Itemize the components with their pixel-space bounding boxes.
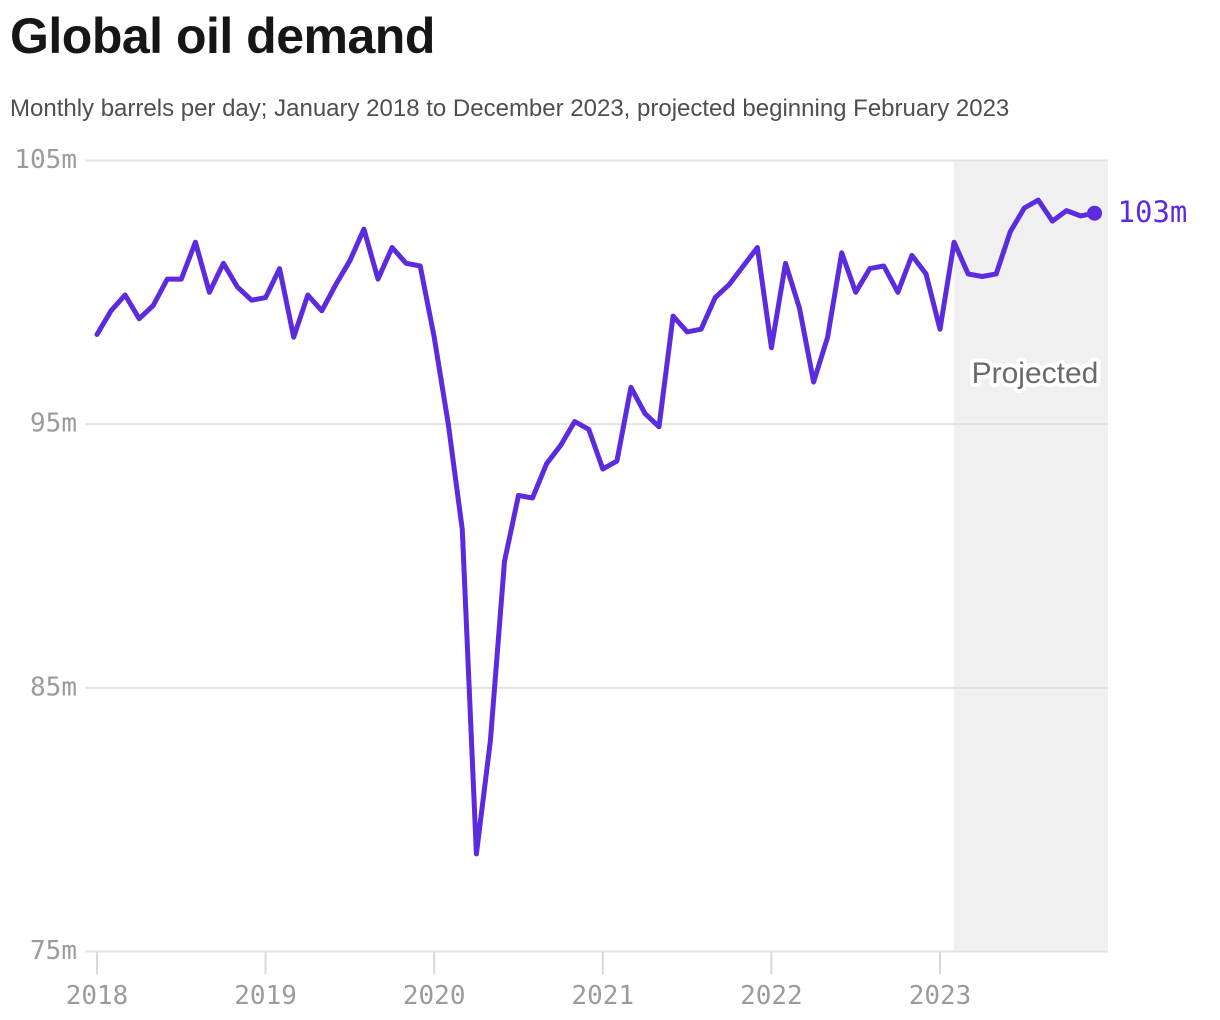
projected-label: Projected [972,357,1099,390]
y-axis-label-75m: 75m [30,936,77,966]
x-axis-label-2019: 2019 [234,981,297,1011]
x-axis-label-2022: 2022 [740,981,803,1011]
end-value-label: 103m [1118,195,1188,229]
x-axis-label-2023: 2023 [909,981,972,1011]
x-axis-label-2018: 2018 [66,981,129,1011]
chart-title: Global oil demand [10,8,435,64]
demand-line [94,197,1098,857]
y-axis-label-105m: 105m [14,145,77,175]
chart-subtitle: Monthly barrels per day; January 2018 to… [10,95,1010,122]
x-axis-label-2021: 2021 [571,981,634,1011]
y-axis-label-95m: 95m [30,409,77,439]
x-axis-label-2020: 2020 [403,981,466,1011]
projected-band [954,160,1108,952]
y-axis-label-85m: 85m [30,672,77,702]
end-point-marker [1087,205,1103,221]
